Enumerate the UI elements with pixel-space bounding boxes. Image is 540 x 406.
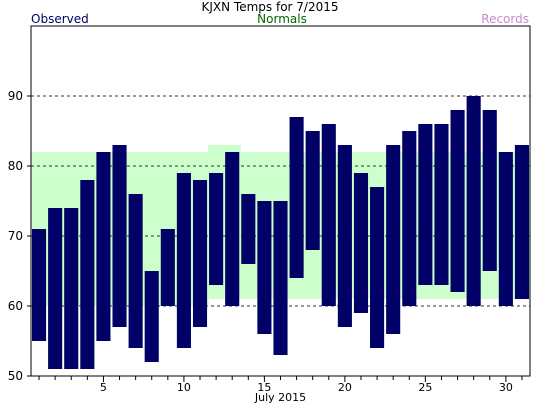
observed-bar-day-6 bbox=[112, 145, 127, 327]
observed-bar-day-12 bbox=[209, 173, 224, 285]
x-axis-label: July 2015 bbox=[254, 391, 307, 404]
y-tick-label-50: 50 bbox=[8, 369, 23, 383]
x-tick-label-15: 15 bbox=[257, 381, 271, 394]
observed-bar-day-16 bbox=[273, 201, 288, 355]
x-tick-label-30: 30 bbox=[499, 381, 513, 394]
chart-title: KJXN Temps for 7/2015 bbox=[201, 0, 339, 14]
observed-bar-day-2 bbox=[48, 208, 63, 369]
observed-bar-day-25 bbox=[418, 124, 433, 285]
observed-bar-day-22 bbox=[370, 187, 385, 348]
x-tick-label-5: 5 bbox=[100, 381, 107, 394]
x-tick-label-20: 20 bbox=[338, 381, 352, 394]
observed-bar-day-23 bbox=[386, 145, 401, 334]
observed-bar-day-31 bbox=[514, 145, 529, 299]
observed-bar-day-4 bbox=[80, 180, 95, 369]
observed-bar-day-29 bbox=[482, 110, 497, 271]
observed-bar-day-28 bbox=[466, 96, 481, 306]
observed-bar-day-30 bbox=[498, 152, 513, 306]
x-tick-label-25: 25 bbox=[418, 381, 432, 394]
y-tick-label-70: 70 bbox=[8, 229, 23, 243]
observed-bar-day-9 bbox=[160, 229, 175, 306]
observed-bar-day-10 bbox=[176, 173, 191, 348]
observed-bar-day-17 bbox=[289, 117, 304, 278]
observed-bar-day-18 bbox=[305, 131, 320, 250]
observed-bar-day-3 bbox=[64, 208, 79, 369]
legend-records: Records bbox=[481, 12, 529, 26]
observed-bar-day-5 bbox=[96, 152, 111, 341]
observed-bar-day-8 bbox=[144, 271, 159, 362]
y-tick-label-90: 90 bbox=[8, 89, 23, 103]
observed-bar-day-20 bbox=[337, 145, 352, 327]
observed-bar-day-21 bbox=[353, 173, 369, 313]
y-tick-label-60: 60 bbox=[8, 299, 23, 313]
observed-bar-day-1 bbox=[32, 229, 47, 341]
legend-observed: Observed bbox=[31, 12, 89, 26]
observed-bar-day-24 bbox=[402, 131, 417, 306]
x-tick-label-10: 10 bbox=[177, 381, 191, 394]
observed-bar-day-27 bbox=[450, 110, 465, 292]
observed-bar-day-11 bbox=[192, 180, 208, 327]
y-tick-label-80: 80 bbox=[8, 159, 23, 173]
observed-bar-day-15 bbox=[257, 201, 272, 334]
normals-band-day-8 bbox=[143, 152, 161, 306]
legend-normals: Normals bbox=[257, 12, 307, 26]
observed-bar-day-7 bbox=[128, 194, 143, 348]
observed-bar-day-19 bbox=[321, 124, 336, 306]
observed-bar-day-26 bbox=[434, 124, 449, 285]
observed-bar-day-14 bbox=[241, 194, 256, 264]
observed-bar-day-13 bbox=[225, 152, 240, 306]
